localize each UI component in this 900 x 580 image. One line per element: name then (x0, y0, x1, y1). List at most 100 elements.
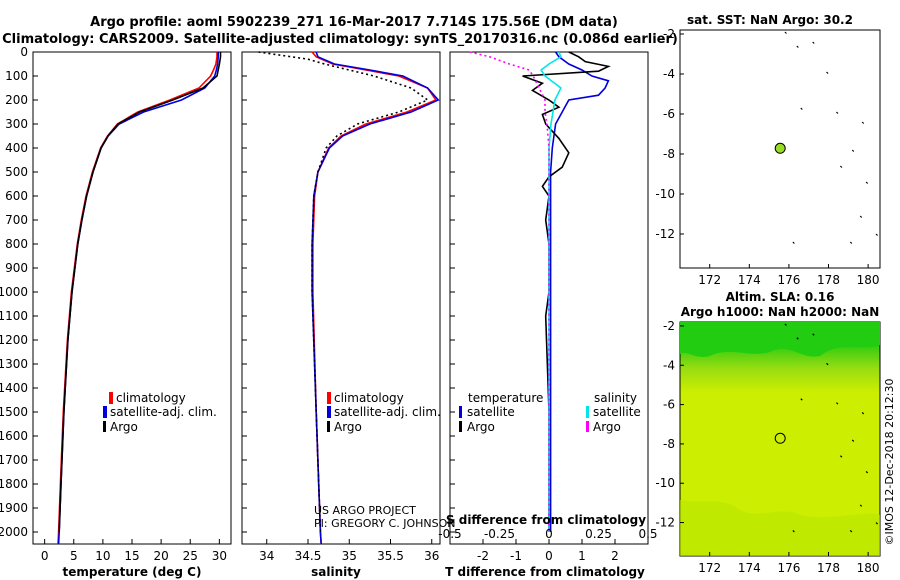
m2-track-mark-13 (875, 522, 878, 525)
xtick-label-salinity-0: 34 (259, 549, 274, 563)
credit-project: US ARGO PROJECT (314, 504, 416, 517)
xtick-s-label-1: -0.25 (484, 527, 515, 541)
xtick-label-temperature-1: 5 (70, 549, 78, 563)
m1-track-mark-9 (865, 181, 869, 184)
ytick-label-5: 500 (5, 165, 28, 179)
m2-track-mark-4 (800, 398, 803, 401)
ytick-label-1: 100 (5, 69, 28, 83)
series-difference-s-argo (469, 51, 550, 532)
xtick-s-label-3: 0.25 (585, 527, 612, 541)
m1-ticks-xlabel-3: 178 (817, 273, 840, 287)
series-temperature-argo (58, 52, 222, 533)
legend-swatch-s-satellite (586, 406, 589, 418)
argo-float-location-2 (774, 432, 786, 444)
m1-track-mark-5 (836, 111, 839, 114)
sst-map-title: sat. SST: NaN Argo: 30.2 (687, 13, 853, 27)
m1-track-mark-0 (784, 31, 787, 34)
ytick-label-14: 1400 (0, 381, 28, 395)
ytick-label-19: 1900 (0, 501, 28, 515)
m2-track-mark-2 (812, 333, 815, 336)
ytick-label-18: 1800 (0, 477, 28, 491)
m1-track-mark-3 (826, 71, 829, 74)
m1-track-mark-6 (861, 121, 865, 124)
sla-map-title2: Argo h1000: NaN h2000: NaN (681, 305, 880, 319)
title-line2: Climatology: CARS2009. Satellite-adjuste… (2, 32, 678, 47)
m2-ticks-ylabel-2: -6 (663, 398, 675, 412)
m2-track-mark-12 (849, 530, 853, 533)
m2-ticks-xlabel-4: 180 (857, 561, 880, 575)
m2-ticks-xlabel-1: 174 (738, 561, 761, 575)
m2-ticks-xlabel-0: 172 (698, 561, 721, 575)
m1-track-mark-12 (849, 241, 853, 244)
sla-map: Altim. SLA: 0.16 Argo h1000: NaN h2000: … (655, 290, 896, 575)
m2-ticks-ylabel-1: -4 (663, 358, 675, 372)
m1-track-mark-11 (792, 241, 795, 244)
legend-swatch-t-argo (459, 421, 462, 432)
salinity-legend: climatology satellite-adj. clim. Argo (327, 391, 441, 434)
m1-track-mark-10 (859, 215, 863, 218)
m2-track-mark-8 (839, 455, 843, 458)
xtick-label-temperature-4: 20 (153, 549, 168, 563)
series-salinity-climatology (311, 51, 438, 545)
series-difference-t-argo (522, 51, 611, 532)
legend-label-t-satellite: satellite (467, 405, 515, 419)
credit-pi: PI: GREGORY C. JOHNSON (314, 517, 455, 530)
m2-track-mark-5 (836, 402, 839, 405)
m1-ticks-ylabel-2: -6 (663, 107, 675, 121)
salinity-axes-frame (241, 51, 441, 545)
argo-float-location (774, 142, 786, 154)
salinity-panel: 34 34.5 35 35.5 36 salinity climatology sate… (241, 51, 455, 579)
xtick-label-difference-1: -1 (510, 549, 522, 563)
xtick-s-label-0: -0.5 (438, 527, 461, 541)
m1-ticks-ylabel-5: -12 (655, 227, 675, 241)
legend-label-argo-2: Argo (334, 420, 362, 434)
difference-xlabel-s: S difference from climatology (446, 513, 646, 527)
legend-swatch-s-argo (586, 421, 589, 432)
ytick-label-16: 1600 (0, 429, 28, 443)
xtick-label-difference-3: 1 (578, 549, 586, 563)
xtick-label-temperature-6: 30 (212, 549, 227, 563)
xtick-label-difference-0: -2 (477, 549, 489, 563)
m2-ticks-xlabel-3: 178 (817, 561, 840, 575)
sla-map-title1: Altim. SLA: 0.16 (726, 290, 835, 304)
sla-low-region (680, 500, 880, 556)
difference-xlabel-t: T difference from climatology (445, 565, 645, 579)
m1-ticks-ylabel-4: -10 (655, 187, 675, 201)
xtick-label-temperature-5: 25 (183, 549, 198, 563)
legend-title-salinity: salinity (594, 391, 637, 405)
ytick-label-13: 1300 (0, 357, 28, 371)
ytick-label-15: 1500 (0, 405, 28, 419)
m2-track-mark-11 (792, 530, 795, 533)
legend-label-s-satellite: satellite (593, 405, 641, 419)
xtick-label-difference-2: 0 (545, 549, 553, 563)
ytick-label-17: 1700 (0, 453, 28, 467)
m1-ticks-ylabel-1: -4 (663, 67, 675, 81)
legend-swatch-argo-2 (327, 421, 330, 432)
m2-ticks-ylabel-0: -2 (663, 319, 675, 333)
temperature-xlabel: temperature (deg C) (63, 565, 202, 579)
ytick-label-6: 600 (5, 189, 28, 203)
xtick-label-temperature-2: 10 (95, 549, 110, 563)
legend-swatch-satellite-2 (327, 406, 331, 418)
series-temperature-satellite-adj-clim- (57, 52, 219, 545)
temperature-panel: 0 5 10 15 20 25 30 0 100 200 300 400 500 600 700 800 90… (0, 45, 455, 579)
m1-track-mark-13 (875, 233, 878, 236)
m1-ticks-xlabel-4: 180 (857, 273, 880, 287)
m1-track-mark-4 (800, 107, 803, 110)
temperature-legend: climatology satellite-adj. clim. Argo (103, 391, 217, 434)
m1-ticks-xlabel-0: 172 (698, 273, 721, 287)
legend-swatch-argo (103, 421, 106, 432)
legend-swatch-climatology (109, 392, 113, 404)
sla-high-region (680, 322, 880, 357)
xtick-s-label-2: 0 (545, 527, 553, 541)
ytick-label-8: 800 (5, 237, 28, 251)
xtick-label-difference-4: 2 (611, 549, 619, 563)
xtick-label-salinity-3: 35.5 (377, 549, 404, 563)
series-difference-s-satellite (540, 51, 562, 532)
m2-ticks-ylabel-3: -8 (663, 437, 675, 451)
difference-panel: -2 -1 0 1 2 -0.5 -0.25 0 0.25 0.5 T difference f… (438, 51, 658, 579)
m2-ticks-xlabel-2: 176 (777, 561, 800, 575)
temperature-axes-frame (32, 51, 232, 545)
m2-ticks-ylabel-4: -10 (655, 476, 675, 490)
